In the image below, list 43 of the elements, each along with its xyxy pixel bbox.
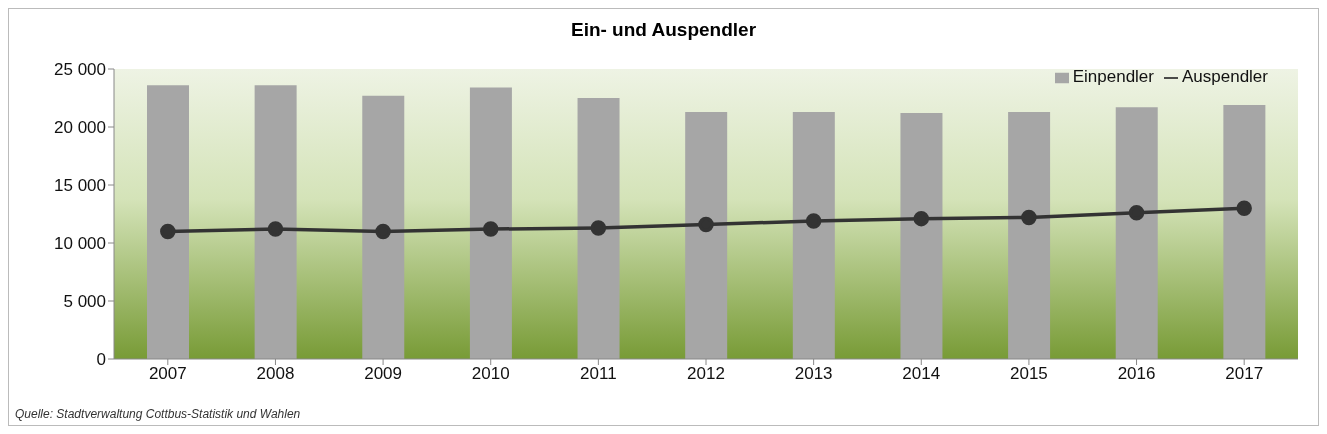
x-tick-label: 2012	[687, 364, 725, 384]
bar	[1115, 107, 1158, 359]
chart-title: Ein- und Auspendler	[569, 19, 758, 41]
bar	[362, 95, 405, 359]
source-note: Quelle: Stadtverwaltung Cottbus-Statistik und Wahlen	[15, 407, 301, 421]
point	[805, 213, 822, 229]
y-tick-label: 25 000	[54, 60, 106, 80]
x-tick-label: 2016	[1117, 364, 1156, 384]
bar	[147, 85, 189, 359]
point	[267, 221, 284, 237]
bar	[792, 111, 835, 359]
point	[1021, 209, 1037, 226]
y-tick-label: 15 000	[54, 176, 106, 196]
x-tick-label: 2008	[256, 364, 295, 384]
point	[160, 223, 176, 240]
point	[1236, 200, 1252, 216]
point	[698, 216, 714, 233]
bar	[685, 111, 728, 359]
y-tick-label: 5 000	[63, 292, 106, 312]
x-tick-label: 2011	[580, 364, 617, 384]
point	[375, 223, 391, 240]
x-tick-label: 2015	[1009, 364, 1048, 384]
x-tick-label: 2010	[471, 364, 510, 384]
x-tick-label: 2009	[364, 364, 402, 384]
bar	[1008, 111, 1051, 359]
point	[482, 221, 499, 237]
x-tick-label: 2007	[148, 364, 187, 384]
bar	[469, 87, 512, 359]
bar	[254, 85, 297, 359]
bar	[577, 98, 620, 359]
x-tick-label: 2013	[794, 364, 833, 384]
bar	[900, 113, 943, 359]
y-tick-label: 10 000	[54, 234, 106, 254]
legend-label: Auspendler	[1181, 67, 1268, 86]
y-tick-label: 20 000	[54, 118, 106, 138]
point	[590, 220, 607, 236]
x-tick-label: 2014	[902, 364, 941, 384]
legend-label: Einpendler	[1072, 67, 1154, 86]
bar	[1223, 104, 1266, 359]
point	[913, 210, 930, 227]
x-tick-label: 2017	[1225, 364, 1264, 384]
point	[1128, 205, 1145, 221]
y-tick-label: 0	[96, 350, 106, 370]
